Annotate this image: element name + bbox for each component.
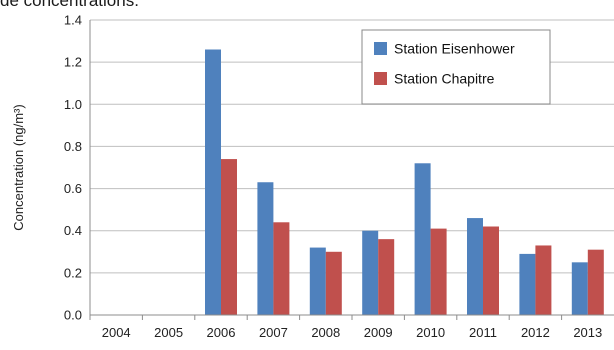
y-tick-label: 1.0 — [64, 97, 82, 112]
x-tick-label: 2012 — [521, 325, 550, 340]
legend-label-chapitre: Station Chapitre — [394, 71, 495, 87]
y-tick-label: 0.6 — [64, 181, 82, 196]
y-tick-label: 0.2 — [64, 265, 82, 280]
x-tick-label: 2004 — [102, 325, 131, 340]
x-tick-label: 2010 — [416, 325, 445, 340]
bar-eisenhower-2012 — [519, 253, 536, 315]
legend-box — [361, 29, 551, 105]
bar-chapitre-2007 — [273, 222, 290, 315]
y-tick-label: 1.2 — [64, 55, 82, 70]
bar-eisenhower-2011 — [467, 218, 483, 315]
y-tick-label: 0.0 — [64, 308, 82, 323]
bar-eisenhower-2013 — [571, 262, 588, 315]
bar-chapitre-2008 — [325, 251, 342, 315]
x-tick-label: 2013 — [573, 325, 602, 340]
legend-swatch-chapitre — [374, 72, 387, 85]
bar-chapitre-2011 — [483, 226, 499, 315]
bar-eisenhower-2010 — [414, 163, 431, 315]
bar-eisenhower-2009 — [362, 230, 379, 315]
x-tick-label: 2009 — [364, 325, 393, 340]
bar-eisenhower-2007 — [257, 182, 274, 315]
x-tick-label: 2006 — [207, 325, 236, 340]
x-tick-label: 2005 — [154, 325, 183, 340]
caption-text: de concentrations. — [0, 0, 139, 10]
y-tick-label: 1.4 — [64, 13, 82, 28]
bar-chapitre-2010 — [430, 228, 447, 315]
bar-chapitre-2006 — [221, 159, 237, 315]
bar-chapitre-2012 — [535, 245, 552, 315]
x-tick-labels: 2004 2005 2006 2007 2008 2009 2010 2011 2012 2013 — [102, 325, 603, 340]
legend-swatch-eisenhower — [374, 42, 387, 55]
x-tick-label: 2011 — [469, 325, 497, 340]
y-tick-label: 0.8 — [64, 139, 82, 154]
bar-eisenhower-2006 — [205, 49, 221, 315]
bar-eisenhower-2008 — [309, 247, 326, 315]
bar-chapitre-2013 — [587, 249, 604, 315]
legend-label-eisenhower: Station Eisenhower — [394, 41, 515, 57]
y-tick-labels: 0.0 0.2 0.4 0.6 0.8 1.0 1.2 1.4 — [64, 13, 82, 323]
x-tick-label: 2008 — [311, 325, 340, 340]
bars — [205, 49, 604, 315]
legend: Station Eisenhower Station Chapitre — [361, 29, 551, 105]
axes — [89, 20, 614, 320]
y-axis-title: Concentration (ng/m³) — [11, 104, 26, 230]
x-tick-label: 2007 — [259, 325, 288, 340]
y-tick-label: 0.4 — [64, 223, 82, 238]
bar-chapitre-2009 — [378, 239, 395, 315]
